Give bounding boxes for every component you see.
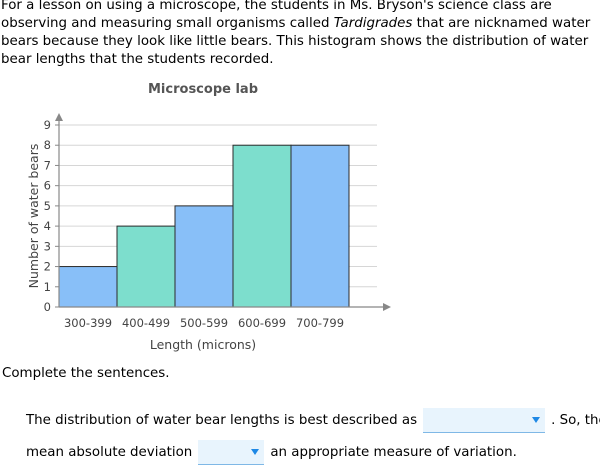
axes: [55, 113, 391, 311]
histogram-bar: [232, 144, 292, 308]
y-tick-label: 5: [44, 199, 51, 213]
intro-text-2: that are nicknamed water bears because t…: [1, 16, 591, 67]
is-is-not-dropdown[interactable]: [198, 440, 265, 465]
y-tick-label: 7: [44, 158, 51, 172]
tick-labels: 0 1 2 3 4 5 6 7 8 9 300-399 400-499 500-599 600-699 70…: [44, 118, 344, 330]
sentence-1: The distribution of water bear lengths i…: [26, 408, 600, 433]
y-tick-label: 0: [44, 300, 51, 314]
x-tick-label: 500-599: [180, 316, 228, 330]
x-axis-arrow-icon: [383, 303, 391, 311]
y-axis-arrow-icon: [55, 113, 63, 121]
histogram-chart: 0 1 2 3 4 5 6 7 8 9 300-399 400-499 500-599 600-699 70…: [26, 82, 391, 352]
chart-title: Microscope lab: [148, 82, 258, 97]
sentence-1-before: The distribution of water bear lengths i…: [26, 413, 418, 428]
y-tick-label: 8: [44, 138, 51, 152]
y-tick-label: 4: [44, 219, 51, 233]
chevron-down-icon: [251, 449, 260, 455]
intro-text-1: For a lesson on using a microscope, the …: [1, 0, 552, 31]
histogram-bar: [290, 144, 350, 308]
x-axis-label: Length (microns): [150, 337, 256, 352]
histogram-bar: [58, 266, 118, 308]
is-is-not-value: [198, 445, 204, 459]
histogram-bar: [174, 205, 234, 308]
distribution-shape-dropdown[interactable]: [423, 408, 546, 433]
distribution-shape-value: [423, 413, 429, 427]
sentence-1-after: . So, the: [551, 413, 600, 428]
intro-italic-term: Tardigrades: [333, 16, 413, 31]
y-tick-label: 9: [44, 118, 51, 132]
x-tick-label: 400-499: [122, 316, 170, 330]
instruction-text: Complete the sentences.: [2, 366, 170, 381]
y-tick-label: 2: [44, 260, 51, 274]
y-axis-label: Number of water bears: [26, 144, 41, 289]
sentence-2-after: an appropriate measure of variation.: [270, 445, 517, 460]
intro-paragraph: For a lesson on using a microscope, the …: [1, 0, 599, 69]
y-tick-label: 3: [44, 239, 51, 253]
y-tick-label: 6: [44, 179, 51, 193]
x-tick-label: 600-699: [238, 316, 286, 330]
chevron-down-icon: [532, 417, 541, 423]
y-tick-label: 1: [44, 280, 51, 294]
sentence-2-before: mean absolute deviation: [26, 445, 193, 460]
x-tick-label: 700-799: [296, 316, 344, 330]
x-tick-label: 300-399: [64, 316, 112, 330]
sentence-2: mean absolute deviation an appropriate m…: [26, 440, 517, 465]
histogram-bar: [116, 225, 176, 308]
